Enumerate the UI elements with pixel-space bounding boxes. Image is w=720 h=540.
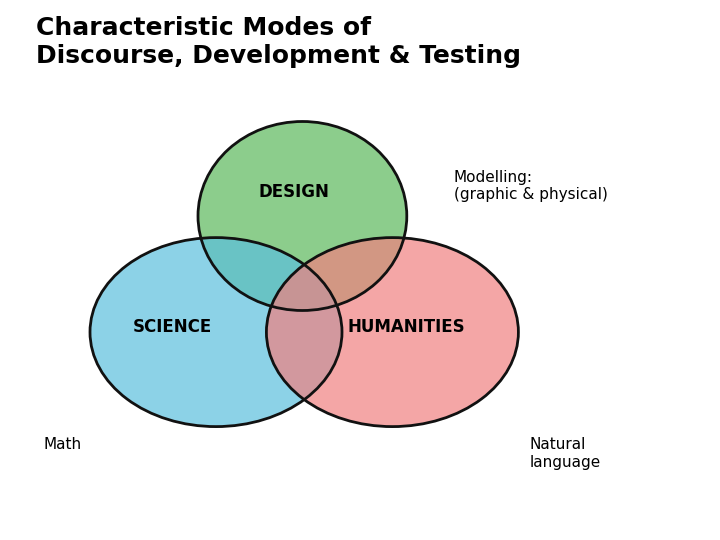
Ellipse shape <box>198 122 407 310</box>
Text: DESIGN: DESIGN <box>258 183 329 201</box>
Text: Modelling:
(graphic & physical): Modelling: (graphic & physical) <box>454 170 608 202</box>
Text: Math: Math <box>43 437 81 453</box>
Ellipse shape <box>266 238 518 427</box>
Text: Natural
language: Natural language <box>529 437 600 470</box>
Ellipse shape <box>90 238 342 427</box>
Text: Characteristic Modes of
Discourse, Development & Testing: Characteristic Modes of Discourse, Devel… <box>36 16 521 68</box>
Text: HUMANITIES: HUMANITIES <box>348 318 466 336</box>
Text: SCIENCE: SCIENCE <box>133 318 212 336</box>
